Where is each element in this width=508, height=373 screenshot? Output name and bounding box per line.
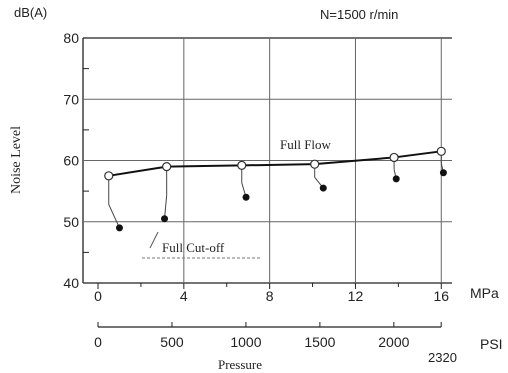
y-tick-label: 60 [63, 153, 79, 169]
x-tick-label-psi: 1500 [304, 334, 335, 350]
full-flow-point [104, 171, 114, 181]
full-flow-line [108, 150, 442, 177]
x-tick-label-psi: 1000 [230, 334, 261, 350]
full-cutoff-point [319, 184, 327, 192]
x-end-psi: 2320 [428, 350, 457, 365]
full-cutoff-label: Full Cut-off [162, 240, 225, 255]
speed-note: N=1500 r/min [320, 7, 398, 22]
full-cutoff-point [392, 175, 400, 183]
full-cutoff-point [161, 215, 169, 223]
cutoff-connector [164, 195, 168, 219]
y-axis-title: Noise Level [9, 126, 24, 194]
x-tick-label-mpa: 8 [266, 288, 274, 304]
x-unit-mpa: MPa [470, 285, 499, 301]
x-axis-title: Pressure [218, 357, 262, 372]
cutoff-connector [108, 204, 120, 229]
unit-label: dB(A) [14, 5, 47, 20]
x-tick-label-psi: 2000 [378, 334, 409, 350]
full-cutoff-point [115, 224, 123, 232]
y-tick-label: 70 [63, 91, 79, 107]
x-tick-label-mpa: 16 [433, 288, 449, 304]
x-tick-label-mpa: 0 [94, 288, 102, 304]
full-cutoff-point [439, 169, 447, 177]
y-tick-label: 40 [63, 275, 79, 291]
x-tick-label-mpa: 4 [180, 288, 188, 304]
y-tick-label: 80 [63, 30, 79, 46]
full-flow-point [310, 159, 320, 169]
full-flow-point [389, 152, 399, 163]
x-tick-label-psi: 500 [160, 334, 184, 350]
full-cutoff-leader [149, 231, 159, 249]
x-unit-psi: PSI [480, 336, 503, 352]
full-cutoff-point [242, 193, 250, 201]
full-flow-label: Full Flow [280, 137, 332, 152]
x-tick-label-psi: 0 [94, 334, 102, 350]
x-tick-label-mpa: 12 [348, 288, 364, 304]
full-flow-point [162, 162, 172, 172]
y-tick-label: 50 [63, 214, 79, 230]
full-flow-point [237, 160, 247, 170]
full-flow-point [436, 146, 446, 156]
